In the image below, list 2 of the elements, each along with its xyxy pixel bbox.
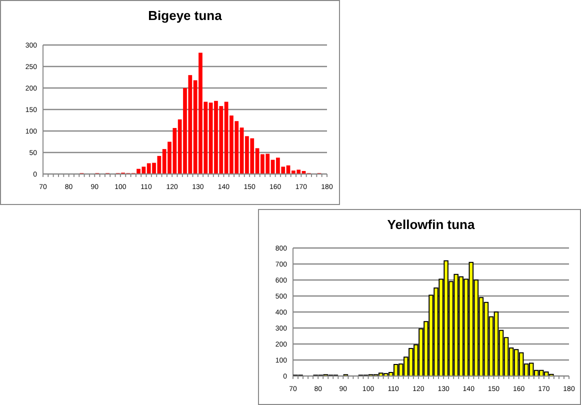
chart-title: Yellowfin tuna (387, 217, 476, 232)
chart-title: Bigeye tuna (148, 8, 223, 23)
